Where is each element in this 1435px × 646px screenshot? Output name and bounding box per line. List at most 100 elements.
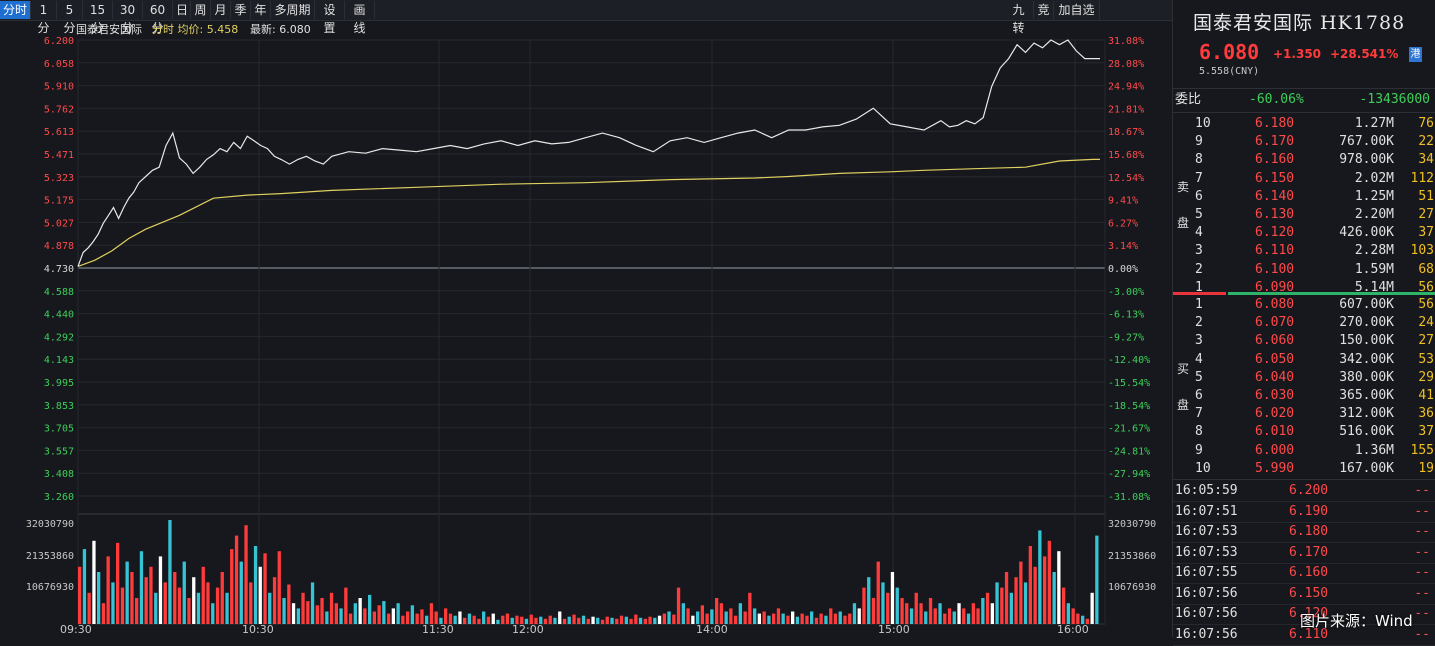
period-toolbar: 分时 1分 5分 15分 30分 60分日周月季年多周期 设置 画线 九转竞加自选 [0,0,1172,35]
volume-bar [543,618,548,624]
period-button-3[interactable]: 15分 [83,1,113,35]
volume-bar [372,611,376,624]
volume-bar [686,608,690,624]
period-button-13[interactable]: 画线 [345,1,375,35]
volume-bar [705,613,709,624]
period-button-1[interactable]: 1分 [31,1,57,35]
volume-bar [1043,556,1047,624]
period-button-11[interactable]: 多周期 [271,1,315,19]
bid-row[interactable]: 3 6.060 150.00K 27 [1173,332,1435,350]
ask-row[interactable]: 5 6.130 2.20M 27 [1173,206,1435,224]
volume-bar [943,613,947,624]
ask-row[interactable]: 7 6.150 2.02M 112 [1173,170,1435,188]
bid-price: 6.010 [1255,424,1295,440]
volume-bar [719,603,723,624]
toolbar-right-button-2[interactable]: 加自选 [1054,1,1100,19]
intraday-chart[interactable]: 国泰君安国际 分时 均价: 5.458 最新: 6.080 6.200 31.08% 6.… [0,20,1172,637]
ask-row[interactable]: 1 6.090 5.14M 56 [1173,279,1435,297]
bid-row[interactable]: 6 6.030 365.00K 41 [1173,387,1435,405]
bid-row[interactable]: 10 5.990 167.00K 19 [1173,460,1435,478]
ask-level: 2 [1195,261,1203,277]
volume-bar [163,582,167,624]
pct-tick-label: -27.94% [1108,469,1150,480]
trade-time: 16:07:53 [1175,544,1238,560]
ask-count: 27 [1418,207,1434,222]
time-axis-label: 15:00 [878,623,910,636]
bid-count: 36 [1418,406,1434,422]
volume-bar [486,616,491,624]
volume-bar [1033,566,1037,624]
period-button-2[interactable]: 5分 [57,1,83,35]
bid-row[interactable]: 5 6.040 380.00K 29 [1173,369,1435,387]
price-tick-label: 3.408 [44,469,74,480]
ask-level: 1 [1195,279,1203,295]
ask-count: 112 [1410,170,1434,186]
price-tick-label: 4.730 [44,264,74,275]
volume-bar [843,615,847,624]
bid-level: 6 [1195,388,1203,403]
volume-bar [867,577,871,624]
period-button-4[interactable]: 30分 [113,1,143,35]
toolbar-right-button-1[interactable]: 竞 [1034,1,1054,19]
ask-row[interactable]: 4 6.120 426.00K 37 [1173,224,1435,242]
bid-row[interactable]: 4 6.050 342.00K 53 [1173,351,1435,369]
bid-price: 6.040 [1255,369,1295,385]
period-button-6[interactable]: 日 [173,1,191,19]
volume-bar [482,611,486,624]
ask-price: 6.110 [1255,243,1295,259]
volume-bar [439,617,443,624]
period-button-10[interactable]: 年 [251,1,271,19]
volume-bar [691,615,695,624]
volume-bar [919,603,923,624]
price-change-pct: +28.541% [1330,47,1399,61]
volume-bar [767,615,771,624]
ask-row[interactable]: 6 6.140 1.25M 51 [1173,188,1435,206]
ask-row[interactable]: 3 6.110 2.28M 103 [1173,242,1435,260]
volume-bar [196,592,201,624]
ask-row[interactable]: 2 6.100 1.59M 68 [1173,261,1435,279]
price-tick-label: 5.027 [44,218,74,229]
bid-level: 8 [1195,424,1203,440]
period-button-5[interactable]: 60分 [143,1,173,35]
bid-row[interactable]: 1 6.080 607.00K 56 [1173,296,1435,314]
trade-price: 6.180 [1289,524,1329,539]
volume-bar [1028,546,1032,624]
volume-bar [368,594,372,624]
bid-row[interactable]: 2 6.070 270.00K 24 [1173,314,1435,332]
bid-vol: 380.00K [1339,369,1394,385]
volume-bar [92,540,96,624]
ask-count: 56 [1418,279,1434,295]
volume-bar [234,535,239,624]
pct-tick-label: -6.13% [1108,310,1144,321]
bid-row[interactable]: 9 6.000 1.36M 155 [1173,442,1435,460]
period-button-7[interactable]: 周 [191,1,211,19]
volume-bar [415,613,419,624]
bid-vol: 270.00K [1339,315,1394,331]
ask-row[interactable]: 8 6.160 978.00K 34 [1173,151,1435,169]
volume-bar [387,613,391,624]
ask-row[interactable]: 10 6.180 1.27M 76 [1173,115,1435,133]
volume-bar [97,572,101,624]
period-button-0[interactable]: 分时 [0,1,31,19]
bid-vol: 607.00K [1339,297,1394,312]
volume-bar [477,618,481,624]
price-tick-label: 4.292 [44,332,74,343]
bid-row[interactable]: 7 6.020 312.00K 36 [1173,405,1435,423]
volume-bar [762,611,766,624]
volume-bar [272,577,277,624]
volume-bar [591,616,595,624]
bid-level: 2 [1195,315,1203,331]
period-button-8[interactable]: 月 [211,1,231,19]
volume-bar [539,616,543,624]
volume-bar [667,611,671,624]
volume-bar [857,608,861,624]
toolbar-right-button-0[interactable]: 九转 [1004,1,1034,35]
ask-row[interactable]: 9 6.170 767.00K 22 [1173,133,1435,151]
period-button-9[interactable]: 季 [231,1,251,19]
volume-bar [1081,615,1085,624]
volume-bar [696,611,700,624]
bid-row[interactable]: 8 6.010 516.00K 37 [1173,423,1435,441]
period-button-12[interactable]: 设置 [315,1,345,35]
pct-tick-label: -18.54% [1108,401,1150,412]
bid-count: 155 [1410,442,1434,458]
